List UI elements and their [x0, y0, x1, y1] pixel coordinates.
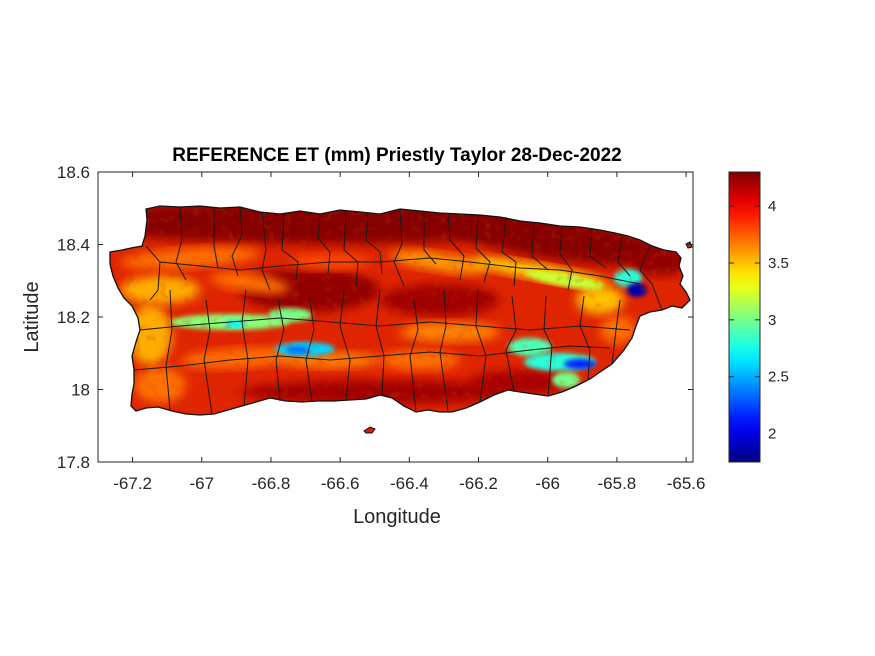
municipality-boundary	[611, 299, 621, 365]
municipality-boundaries	[133, 206, 663, 415]
colorbar-ticks: 2 2.5 3 3.5 4	[729, 198, 789, 443]
colorbar-tick-label: 4	[768, 198, 776, 215]
municipality-boundary	[501, 216, 517, 287]
x-tick-label: -66	[535, 474, 560, 493]
municipality-boundary	[475, 289, 487, 403]
municipality-boundary	[475, 214, 491, 283]
x-tick-label: -67.2	[113, 474, 152, 493]
municipality-boundary	[589, 227, 607, 269]
x-axis: -67.2 -67 -66.8 -66.6 -66.4 -66.2 -66 -65.8 -65.…	[113, 172, 705, 493]
municipality-boundary	[447, 212, 465, 281]
municipality-boundary	[281, 213, 299, 281]
islet	[363, 426, 376, 434]
municipality-boundary	[261, 211, 271, 291]
colorbar-tick-label: 2	[768, 426, 776, 443]
municipality-boundary	[393, 208, 405, 287]
chart-title: REFERENCE ET (mm) Priestly Taylor 28-Dec…	[172, 145, 621, 166]
island-coastline	[109, 205, 691, 416]
municipality-boundary	[543, 295, 553, 397]
y-tick-label: 17.8	[57, 453, 90, 472]
municipality-boundary	[165, 289, 173, 411]
y-axis-label: Latitude	[21, 281, 43, 352]
municipality-boundary	[203, 299, 213, 415]
municipality-boundary	[617, 235, 631, 277]
municipality-boundary	[145, 245, 161, 301]
x-tick-label: -66.6	[321, 474, 360, 493]
municipality-boundary	[339, 289, 351, 401]
municipality-boundary	[343, 209, 359, 286]
municipality-boundary	[159, 257, 641, 285]
municipality-boundary	[375, 289, 385, 396]
municipality-boundary	[133, 345, 611, 371]
municipality-boundary	[531, 221, 549, 271]
y-tick-label: 18.4	[57, 236, 90, 255]
y-axis: 17.8 18 18.2 18.4 18.6	[57, 163, 693, 472]
x-tick-label: -66.2	[459, 474, 498, 493]
colorbar-tick-label: 3	[768, 312, 776, 329]
colorbar	[728, 171, 761, 463]
y-tick-label: 18.2	[57, 308, 90, 327]
municipality-boundary	[559, 225, 573, 291]
municipality-boundary	[365, 211, 383, 275]
y-tick-label: 18.6	[57, 163, 90, 182]
municipality-boundary	[231, 206, 243, 277]
municipality-boundary	[505, 295, 517, 393]
municipality-boundary	[579, 295, 591, 381]
x-tick-label: -65.6	[667, 474, 706, 493]
municipality-boundary	[275, 299, 285, 402]
y-tick-label: 18	[71, 381, 90, 400]
x-tick-label: -67	[189, 474, 214, 493]
colorbar-tick-label: 2.5	[768, 369, 789, 386]
municipality-boundary	[409, 299, 419, 411]
municipality-boundary	[241, 289, 249, 407]
x-tick-label: -65.8	[598, 474, 637, 493]
municipality-boundary	[305, 299, 315, 402]
x-axis-label: Longitude	[353, 506, 441, 528]
colorbar-tick-label: 3.5	[768, 255, 789, 272]
municipality-boundary	[317, 213, 331, 275]
municipality-boundary	[175, 206, 187, 281]
municipality-boundary	[423, 211, 437, 265]
municipality-boundary	[213, 208, 219, 269]
municipality-boundary	[639, 245, 663, 311]
municipality-boundary	[439, 289, 449, 413]
municipality-boundary	[139, 317, 631, 331]
x-tick-label: -66.4	[390, 474, 429, 493]
x-tick-label: -66.8	[252, 474, 291, 493]
